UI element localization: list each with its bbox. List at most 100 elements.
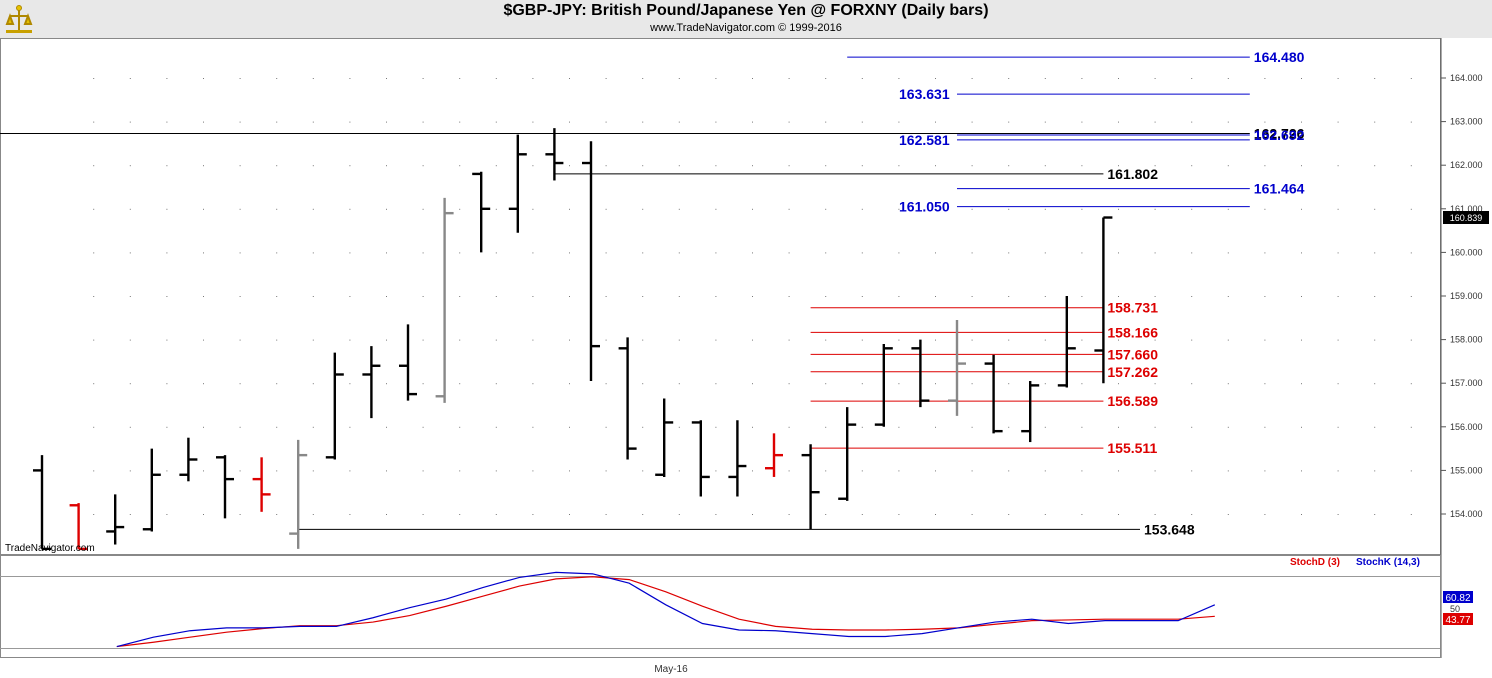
grid-dot — [1154, 252, 1156, 254]
grid-dot — [459, 121, 461, 123]
grid-dot — [166, 383, 168, 385]
grid-dot — [861, 208, 863, 210]
grid-dot — [715, 470, 717, 472]
grid-dot — [1008, 78, 1010, 79]
grid-dot — [386, 78, 387, 79]
grid-dot — [349, 296, 351, 297]
grid-dot — [495, 78, 497, 79]
grid-dot — [495, 208, 497, 210]
grid-dot — [1374, 208, 1376, 210]
grid-dot — [1118, 470, 1119, 472]
grid-dot — [715, 165, 717, 167]
grid-dot — [1154, 383, 1156, 385]
grid-dot — [898, 296, 900, 297]
grid-dot — [459, 470, 461, 472]
grid-dot — [752, 208, 753, 210]
grid-dot — [861, 514, 863, 515]
grid-dot — [1264, 78, 1266, 79]
grid-dot — [1264, 165, 1266, 167]
ohlc-bar — [691, 420, 710, 497]
grid-dot — [239, 339, 241, 341]
grid-dot — [312, 121, 314, 123]
grid-dot — [935, 165, 936, 167]
grid-dot — [166, 165, 168, 167]
grid-dot — [1191, 296, 1193, 297]
grid-dot — [459, 383, 461, 385]
grid-dot — [1337, 470, 1339, 472]
grid-dot — [971, 383, 973, 385]
level-label: 161.802 — [1107, 166, 1158, 182]
grid-dot — [642, 296, 644, 297]
grid-dot — [422, 339, 424, 341]
grid-dot — [1118, 165, 1119, 167]
y-tick-label: 158.000 — [1450, 335, 1483, 345]
grid-dot — [532, 426, 534, 428]
ohlc-bar — [106, 494, 125, 545]
grid-dot — [861, 383, 863, 385]
grid-dot — [1337, 383, 1339, 385]
grid-dot — [935, 470, 936, 472]
grid-dot — [898, 252, 900, 254]
grid-dot — [788, 426, 790, 428]
ohlc-bar — [472, 171, 491, 253]
grid-dot — [129, 121, 131, 123]
level-label: 157.262 — [1107, 364, 1158, 380]
legend-stochk: StochK (14,3) — [1356, 557, 1420, 568]
grid-dot — [1374, 514, 1376, 515]
grid-dot — [898, 339, 900, 341]
grid-dot — [1337, 426, 1339, 428]
grid-dot — [422, 383, 424, 385]
grid-dot — [1374, 121, 1376, 123]
grid-dot — [532, 296, 534, 297]
grid-dot — [1264, 252, 1266, 254]
ohlc-bar — [508, 134, 527, 233]
chart-header: $GBP-JPY: British Pound/Japanese Yen @ F… — [0, 0, 1492, 38]
ohlc-bar — [655, 398, 674, 477]
grid-dot — [1008, 339, 1010, 341]
grid-dot — [203, 78, 204, 79]
grid-dot — [1008, 383, 1010, 385]
ohlc-bar — [69, 503, 88, 551]
grid-dot — [1191, 339, 1193, 341]
grid-dot — [312, 426, 314, 428]
grid-dot — [1410, 296, 1412, 297]
grid-dot — [422, 252, 424, 254]
grid-dot — [1118, 339, 1119, 341]
grid-dot — [1410, 252, 1412, 254]
grid-dot — [1410, 470, 1412, 472]
grid-dot — [1227, 121, 1229, 123]
grid-dot — [532, 339, 534, 341]
grid-dot — [752, 383, 753, 385]
last-price-marker: 160.839 — [1443, 211, 1489, 224]
grid-dot — [93, 121, 95, 123]
grid-dot — [1081, 252, 1083, 254]
grid-dot — [1008, 252, 1010, 254]
grid-dot — [752, 78, 753, 79]
grid-dot — [1044, 208, 1046, 210]
grid-dot — [1154, 514, 1156, 515]
grid-dot — [788, 252, 790, 254]
grid-dot — [312, 514, 314, 515]
grid-dot — [459, 514, 461, 515]
grid-dot — [569, 426, 570, 428]
grid-dot — [1191, 426, 1193, 428]
grid-dot — [1044, 339, 1046, 341]
grid-dot — [276, 426, 278, 428]
grid-dot — [1044, 252, 1046, 254]
grid-dot — [1008, 121, 1010, 123]
grid-dot — [1301, 514, 1302, 515]
grid-dot — [825, 514, 827, 515]
grid-dot — [386, 426, 387, 428]
grid-dot — [166, 514, 168, 515]
grid-dot — [1264, 339, 1266, 341]
grid-dot — [1301, 470, 1302, 472]
grid-dot — [825, 208, 827, 210]
grid-dot — [276, 514, 278, 515]
grid-dot — [605, 165, 607, 167]
grid-dot — [1410, 208, 1412, 210]
grid-dot — [605, 121, 607, 123]
grid-dot — [276, 252, 278, 254]
ohlc-bar — [728, 420, 747, 497]
grid-dot — [532, 165, 534, 167]
